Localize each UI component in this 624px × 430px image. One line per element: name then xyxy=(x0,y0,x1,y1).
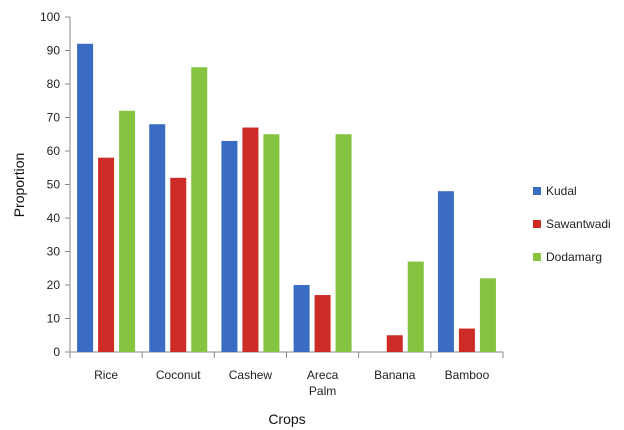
bar-dodamarg-coconut xyxy=(191,67,208,352)
legend-swatch-sawantwadi xyxy=(533,220,541,228)
legend-swatch-dodamarg xyxy=(533,253,541,261)
bar-kudal-cashew xyxy=(221,140,238,352)
bar-kudal-coconut xyxy=(149,124,166,352)
y-tick-label: 90 xyxy=(47,44,61,58)
x-tick-label: Rice xyxy=(94,368,118,382)
y-axis-title: Proportion xyxy=(11,153,27,218)
bar-kudal-rice xyxy=(77,43,94,353)
bar-sawantwadi-cashew xyxy=(242,127,259,352)
x-tick-label: Coconut xyxy=(156,368,201,382)
plot-area: 0 10 20 30 40 50 60 70 80 90 100 Rice Coconut Cashew A… xyxy=(40,10,504,398)
x-tick-label: Palm xyxy=(309,384,336,398)
legend: Kudal Sawantwadi Dodamarg xyxy=(533,184,611,264)
bar-sawantwadi-coconut xyxy=(170,177,187,352)
y-tick-label: 50 xyxy=(47,178,61,192)
bar-sawantwadi-banana xyxy=(386,335,403,352)
bar-kudal-areca-palm xyxy=(293,285,310,352)
legend-label-dodamarg: Dodamarg xyxy=(546,250,602,264)
x-tick-label: Areca xyxy=(307,368,339,382)
bar-dodamarg-cashew xyxy=(263,134,280,352)
y-tick-label: 20 xyxy=(47,278,61,292)
y-tick-label: 0 xyxy=(53,345,60,359)
bar-dodamarg-bamboo xyxy=(479,278,496,352)
y-tick-label: 10 xyxy=(47,312,61,326)
bar-sawantwadi-areca-palm xyxy=(314,295,331,352)
bar-dodamarg-areca-palm xyxy=(335,134,352,352)
x-axis-title: Crops xyxy=(268,411,305,427)
legend-label-kudal: Kudal xyxy=(546,184,577,198)
legend-swatch-kudal xyxy=(533,187,541,195)
bar-sawantwadi-bamboo xyxy=(458,328,475,352)
y-tick-label: 100 xyxy=(40,10,60,24)
y-tick-label: 40 xyxy=(47,211,61,225)
y-tick-label: 70 xyxy=(47,111,61,125)
y-tick-label: 80 xyxy=(47,77,61,91)
y-tick-label: 60 xyxy=(47,144,61,158)
legend-label-sawantwadi: Sawantwadi xyxy=(546,217,611,231)
x-tick-label: Banana xyxy=(374,368,416,382)
x-tick-label: Cashew xyxy=(229,368,273,382)
y-tick-label: 30 xyxy=(47,245,61,259)
bar-sawantwadi-rice xyxy=(98,157,115,352)
x-tick-label: Bamboo xyxy=(445,368,490,382)
bar-dodamarg-banana xyxy=(407,261,424,352)
bar-dodamarg-rice xyxy=(119,110,136,352)
bar-kudal-bamboo xyxy=(437,191,454,352)
